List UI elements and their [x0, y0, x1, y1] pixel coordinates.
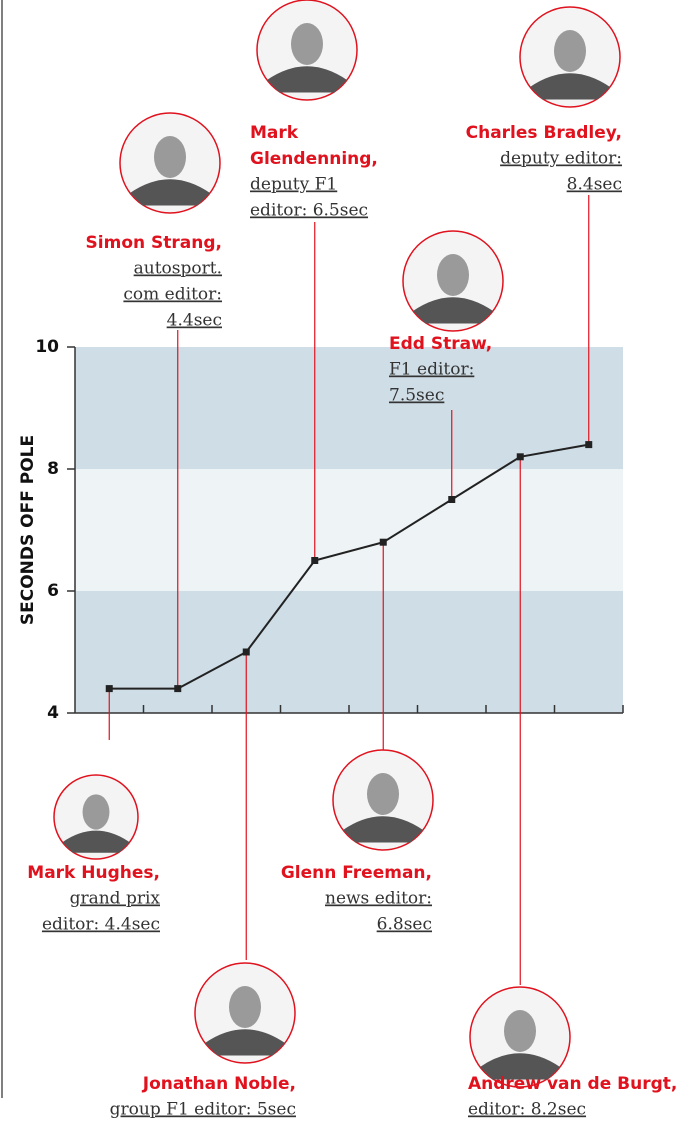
marker [380, 539, 387, 546]
marker [585, 441, 592, 448]
annotation-role: com editor: [123, 285, 222, 305]
band [75, 591, 623, 713]
marker [311, 557, 318, 564]
marker [517, 453, 524, 460]
annotation-role: group F1 editor: 5sec [110, 1100, 296, 1120]
marker [174, 685, 181, 692]
y-axis-label: SECONDS OFF POLE [18, 435, 38, 625]
photo-head [154, 136, 186, 178]
photo-head [504, 1010, 536, 1052]
chart: SECONDS OFF POLE 4 6 8 10 Mark Hughes, grand … [0, 0, 681, 1122]
annotation-role: 6.8sec [377, 915, 432, 935]
annotation-role: 7.5sec [389, 386, 444, 406]
photo-head [291, 23, 323, 65]
annotation-name: Simon Strang, [86, 233, 222, 253]
annotation-role: deputy editor: [500, 149, 622, 169]
annotation-name: Glenn Freeman, [281, 863, 432, 883]
annotation-role: 8.4sec [567, 175, 622, 195]
annotation-role: news editor: [325, 889, 432, 909]
annotation-name: Jonathan Noble, [142, 1074, 296, 1094]
marker [243, 649, 250, 656]
marker [106, 685, 113, 692]
annotation-name: Mark Hughes, [27, 863, 160, 883]
annotation-role: editor: 6.5sec [250, 201, 368, 221]
annotation-role: deputy F1 [250, 175, 337, 195]
annotation-role: 4.4sec [167, 311, 222, 331]
y-tick-label: 8 [47, 459, 59, 479]
photo-head [367, 773, 399, 815]
annotation-name: Andrew van de Burgt, [468, 1074, 677, 1094]
annotation-role: grand prix [70, 889, 161, 909]
annotation-role: editor: 4.4sec [42, 915, 160, 935]
y-tick-label: 6 [47, 581, 59, 601]
annotation-name: Charles Bradley, [466, 123, 622, 143]
annotation-name: Mark [250, 123, 299, 143]
marker [448, 496, 455, 503]
annotation-role: editor: 8.2sec [468, 1100, 586, 1120]
annotation-name: Glendenning, [250, 149, 378, 169]
photo-head [83, 794, 110, 829]
photo-head [437, 254, 469, 296]
band [75, 347, 623, 469]
band [75, 469, 623, 591]
y-tick-label: 10 [35, 337, 59, 357]
photo-head [554, 30, 586, 72]
photo-head [229, 986, 261, 1028]
annotation-role: F1 editor: [389, 360, 474, 380]
annotation-name: Edd Straw, [389, 334, 492, 354]
annotation-role: autosport. [134, 259, 222, 279]
y-tick-label: 4 [47, 703, 59, 723]
